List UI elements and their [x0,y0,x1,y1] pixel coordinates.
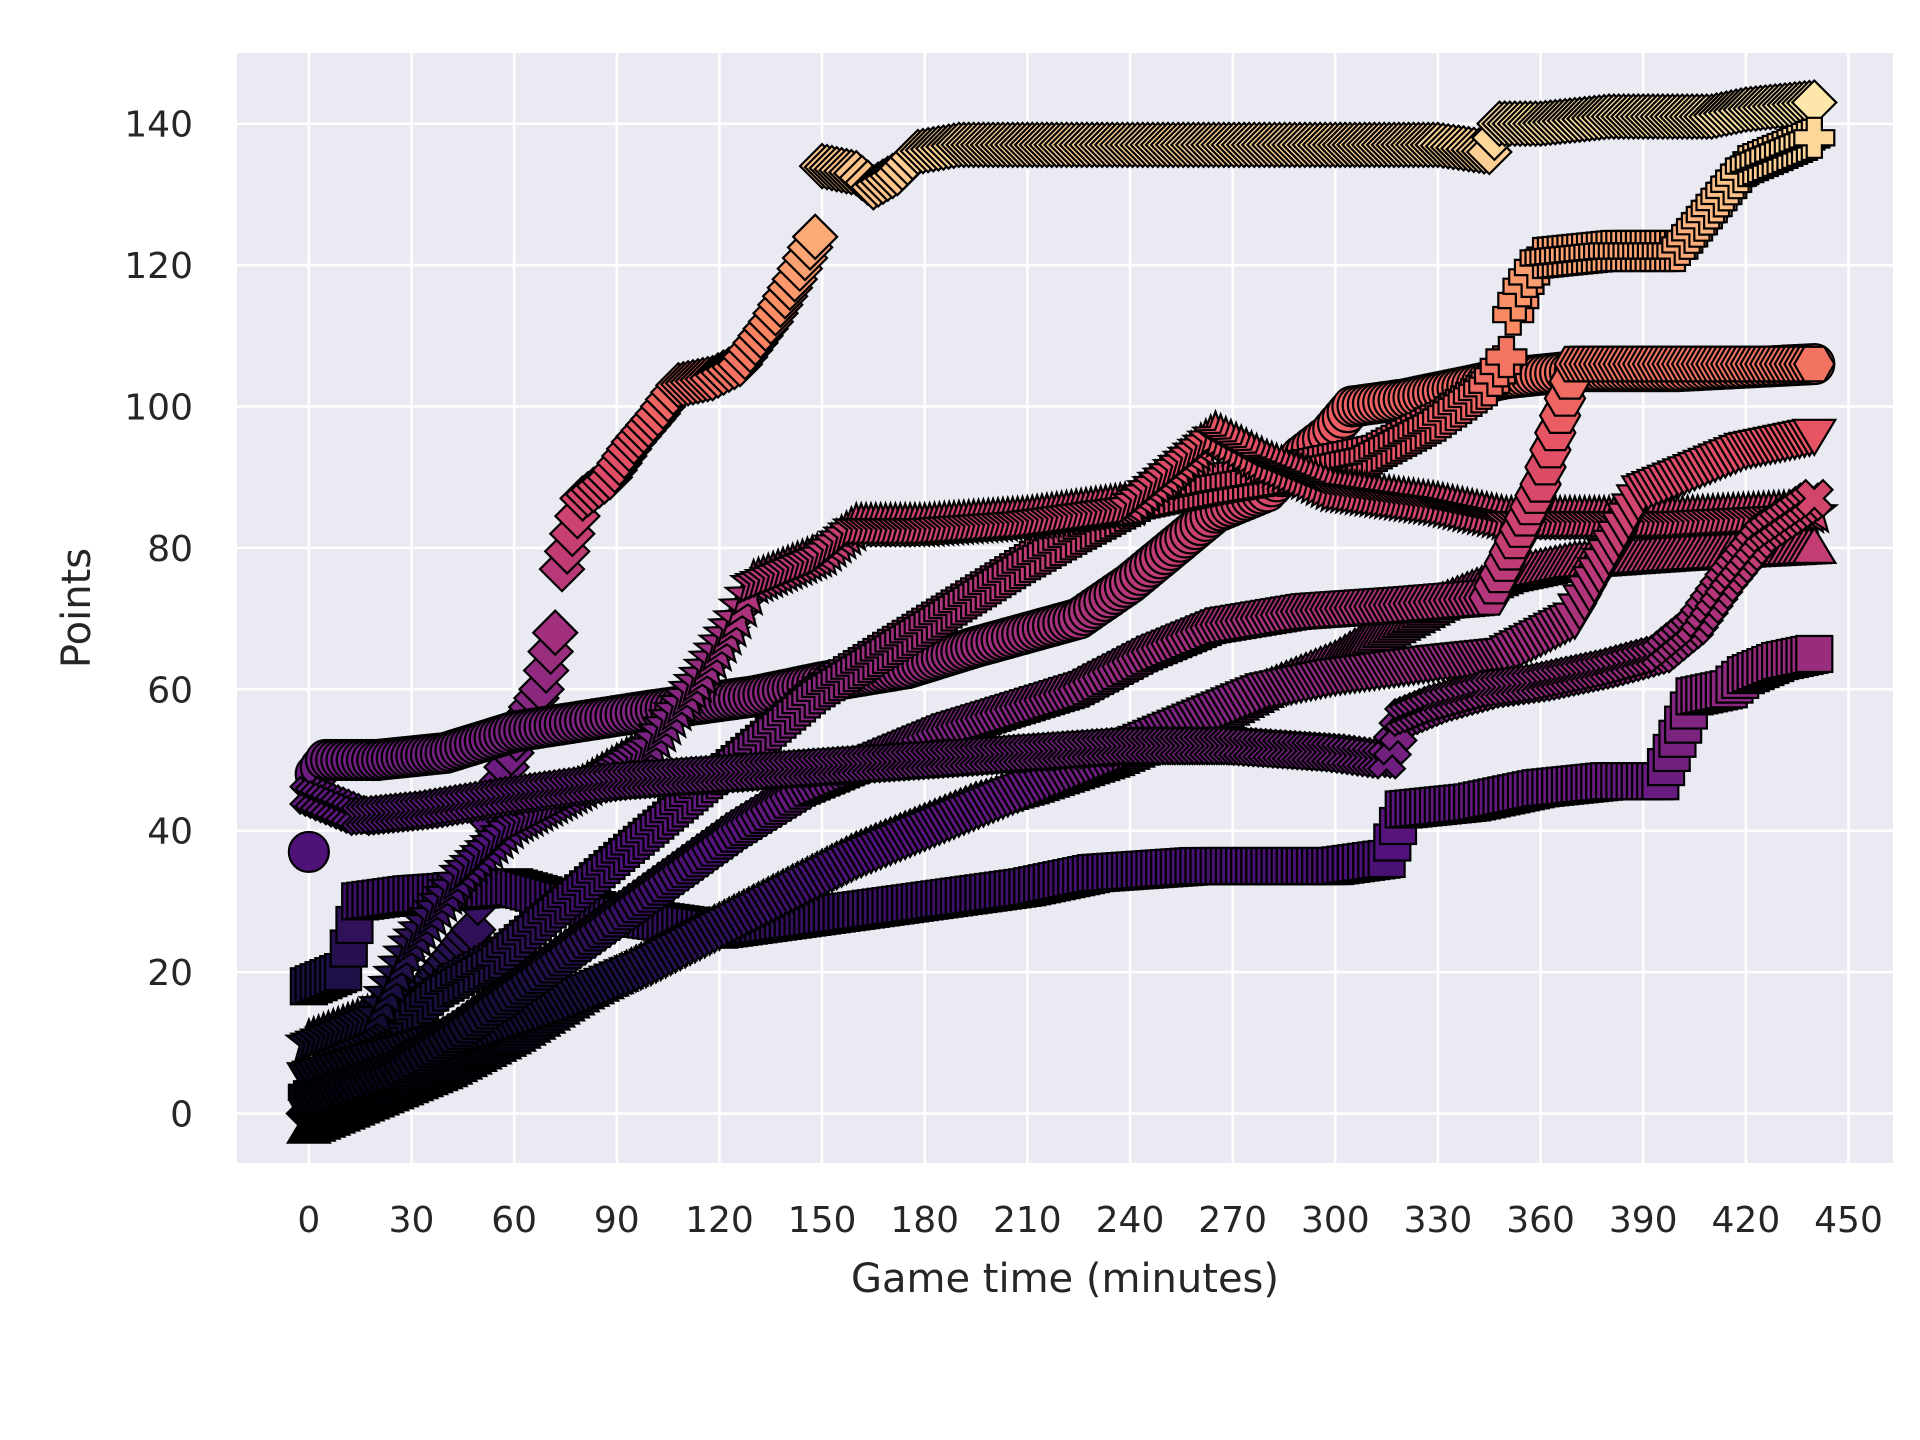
y-tick-label: 120 [124,246,193,287]
y-tick-label: 40 [147,812,193,853]
x-tick-label: 450 [1814,1200,1883,1241]
data-point [791,213,839,261]
x-tick-label: 120 [685,1200,754,1241]
data-point [287,830,330,874]
x-tick-label: 270 [1198,1200,1267,1241]
data-point [1793,116,1836,159]
data-point [1793,345,1836,383]
y-tick-label: 20 [147,953,193,994]
x-tick-label: 210 [993,1200,1062,1241]
x-tick-label: 180 [890,1200,959,1241]
data-point [531,609,579,657]
y-tick-label: 100 [124,388,193,429]
x-tick-label: 360 [1506,1200,1575,1241]
series-plus [287,116,1836,1114]
x-tick-labels: 0 30 60 90 120 150 180 210 240 270 300 330 360 390 420… [297,1200,1882,1241]
x-tick-label: 60 [491,1200,537,1241]
data-point [1791,418,1838,457]
y-tick-label: 80 [147,529,193,570]
x-tick-label: 90 [594,1200,640,1241]
x-tick-label: 150 [788,1200,857,1241]
y-axis-label: Points [54,548,100,668]
y-tick-label: 140 [124,105,193,146]
x-tick-label: 30 [389,1200,435,1241]
x-tick-label: 240 [1096,1200,1165,1241]
data-point [1795,634,1834,674]
series-hexagon [287,345,1836,1118]
y-tick-label: 60 [147,670,193,711]
x-tick-label: 0 [297,1200,320,1241]
y-tick-label: 0 [170,1095,193,1136]
x-tick-label: 300 [1301,1200,1370,1241]
series-x [289,478,1835,837]
x-tick-label: 330 [1404,1200,1473,1241]
data-point [1794,478,1835,519]
data-point [1485,335,1528,379]
data-points [284,78,1840,1144]
data-point [1791,525,1838,565]
x-axis-label: Game time (minutes) [851,1256,1279,1302]
series-star [284,408,1840,1064]
x-tick-label: 390 [1609,1200,1678,1241]
y-tick-labels: 0 20 40 60 80 100 120 140 [124,105,193,1136]
x-tick-label: 420 [1712,1200,1781,1241]
